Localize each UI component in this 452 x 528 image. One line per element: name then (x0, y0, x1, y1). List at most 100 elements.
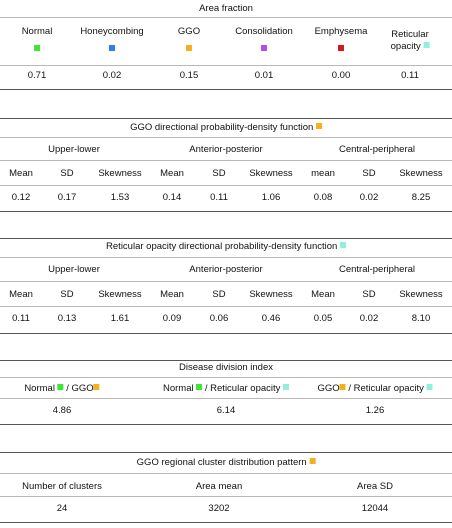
ggo-pdf-header: mean (311, 168, 335, 179)
area-fraction-value-ggo: 0.15 (179, 70, 199, 81)
ggo-pdf-group-anterior-posterior: Anterior-posterior (189, 144, 263, 155)
reticular-opacity-color-swatch (339, 242, 346, 248)
divider (0, 333, 452, 334)
reticular-pdf-header: Skewness (98, 289, 142, 300)
divider (0, 360, 452, 361)
divider (0, 17, 452, 18)
disease-division-title: Disease division index (179, 362, 273, 373)
divider (0, 424, 452, 425)
reticular-pdf-value: 0.46 (261, 313, 281, 324)
cluster-header-area-sd: Area SD (357, 481, 393, 492)
reticular-pdf-group-anterior-posterior: Anterior-posterior (189, 264, 263, 275)
ggo-pdf-group-central-peripheral: Central-peripheral (338, 144, 416, 155)
ggo-pdf-header: Mean (160, 168, 184, 179)
divider (0, 137, 452, 138)
ggo-color-swatch (93, 384, 100, 390)
divider (0, 522, 452, 523)
divider (0, 211, 452, 212)
divider (0, 257, 452, 258)
normal-color-swatch (57, 384, 64, 390)
cluster-header-area-mean: Area mean (195, 481, 243, 492)
reticular-pdf-value: 0.05 (313, 313, 333, 324)
ggo-pdf-value: 1.53 (110, 192, 130, 203)
ggo-pdf-value: 0.12 (11, 192, 31, 203)
area-fraction-label-consolidation: Consolidation (235, 26, 293, 37)
ggo-pdf-header: SD (212, 168, 226, 179)
ggo-pdf-value: 8.25 (411, 192, 431, 203)
cluster-value-number: 24 (56, 503, 68, 514)
ggo-pdf-group-upper-lower: Upper-lower (48, 144, 100, 155)
cluster-value-area-mean: 3202 (208, 503, 230, 514)
reticular-pdf-header: Skewness (249, 289, 293, 300)
reticular-opacity-color-swatch (426, 384, 433, 390)
divider (0, 65, 452, 66)
disease-division-label-normal-ggo: Normal / GGO (24, 383, 100, 395)
area-fraction-value-normal: 0.71 (27, 70, 47, 81)
reticular-pdf-value: 0.13 (57, 313, 77, 324)
divider (0, 306, 452, 307)
cluster-title: GGO regional cluster distribution patter… (137, 457, 316, 469)
reticular-pdf-value: 0.06 (209, 313, 229, 324)
ggo-pdf-header: Skewness (98, 168, 142, 179)
divider (0, 473, 452, 474)
divider (0, 452, 452, 453)
area-fraction-label-ggo: GGO (177, 26, 201, 37)
divider (0, 185, 452, 186)
normal-color-swatch (34, 45, 40, 51)
disease-division-label-ggo-reticular: GGO / Reticular opacity (318, 383, 433, 395)
reticular-pdf-header: SD (362, 289, 376, 300)
divider (0, 377, 452, 378)
cluster-value-area-sd: 12044 (361, 503, 389, 514)
consolidation-color-swatch-wrap (261, 44, 267, 56)
area-fraction-value-emphysema: 0.00 (331, 70, 351, 81)
honeycombing-color-swatch-wrap (109, 44, 115, 56)
ggo-pdf-value: 0.02 (359, 192, 379, 203)
disease-division-value: 1.26 (365, 405, 385, 416)
reticular-pdf-header: SD (60, 289, 74, 300)
disease-division-value: 6.14 (216, 405, 236, 416)
reticular-pdf-value: 0.02 (359, 313, 379, 324)
emphysema-color-swatch (338, 45, 344, 51)
ggo-color-swatch (315, 123, 322, 129)
area-fraction-value-honeycombing: 0.02 (102, 70, 122, 81)
cluster-header-number: Number of clusters (22, 481, 102, 492)
reticular-opacity-color-swatch (423, 42, 430, 48)
ggo-color-swatch (309, 458, 316, 464)
ggo-pdf-value: 0.17 (57, 192, 77, 203)
reticular-pdf-header: Mean (160, 289, 184, 300)
disease-division-value: 4.86 (52, 405, 72, 416)
area-fraction-value-reticular-opacity: 0.11 (401, 70, 419, 81)
divider (0, 398, 452, 399)
area-fraction-label-honeycombing: Honeycombing (80, 26, 144, 37)
area-fraction-value-consolidation: 0.01 (254, 70, 274, 81)
ggo-pdf-value: 0.11 (210, 192, 228, 203)
ggo-pdf-title: GGO directional probability-density func… (130, 122, 322, 134)
reticular-pdf-value: 8.10 (411, 313, 431, 324)
ggo-pdf-header: Skewness (399, 168, 443, 179)
ggo-pdf-value: 0.14 (162, 192, 182, 203)
divider (0, 118, 452, 119)
disease-division-label-normal-reticular: Normal / Reticular opacity (163, 383, 290, 395)
reticular-pdf-value: 1.61 (110, 313, 130, 324)
reticular-pdf-header: Skewness (399, 289, 443, 300)
area-fraction-label-emphysema: Emphysema (314, 26, 368, 37)
divider (0, 496, 452, 497)
normal-color-swatch (196, 384, 203, 390)
divider (0, 238, 452, 239)
divider (0, 89, 452, 90)
divider (0, 281, 452, 282)
ggo-pdf-header: Skewness (249, 168, 293, 179)
ggo-pdf-header: SD (60, 168, 74, 179)
area-fraction-title: Area fraction (199, 3, 253, 14)
honeycombing-color-swatch (109, 45, 115, 51)
reticular-pdf-header: SD (212, 289, 226, 300)
ggo-color-swatch-wrap (186, 44, 192, 56)
reticular-pdf-title: Reticular opacity directional probabilit… (106, 241, 346, 253)
ggo-pdf-value: 1.06 (261, 192, 281, 203)
ggo-pdf-header: SD (362, 168, 376, 179)
consolidation-color-swatch (261, 45, 267, 51)
emphysema-color-swatch-wrap (338, 44, 344, 56)
normal-color-swatch-wrap (34, 44, 40, 56)
ggo-color-swatch (186, 45, 192, 51)
ggo-pdf-header: Mean (9, 168, 33, 179)
